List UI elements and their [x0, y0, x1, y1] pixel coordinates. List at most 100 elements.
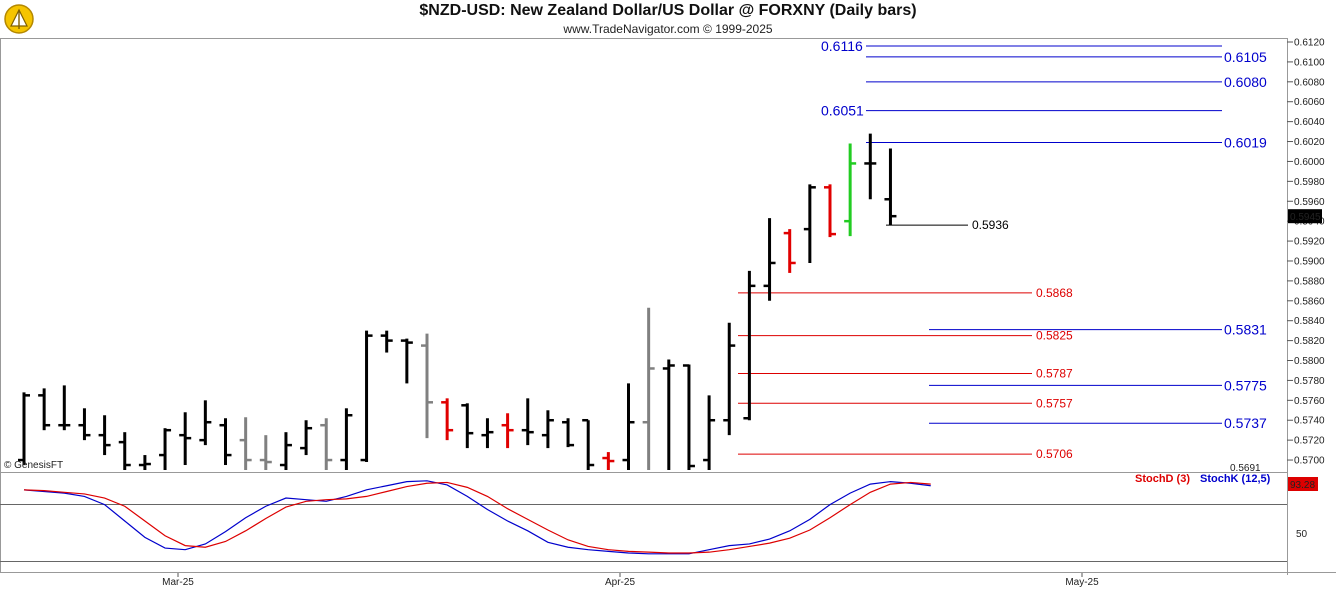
ohlc-bar: [662, 359, 675, 470]
ohlc-bar: [521, 398, 534, 446]
ohlc-bar: [562, 418, 575, 448]
red-level-label: 0.5757: [1036, 396, 1073, 410]
y-tick-label: 0.5720: [1294, 436, 1325, 447]
ohlc-bar: [703, 395, 716, 470]
ohlc-bar: [481, 418, 494, 449]
red-level-label: 0.5787: [1036, 366, 1073, 380]
y-tick-label: 0.5740: [1294, 416, 1325, 427]
ohlc-bar: [622, 383, 635, 470]
stoch-line: [23, 480, 931, 555]
ohlc-bar: [803, 184, 816, 263]
y-tick-label: 0.6120: [1294, 38, 1325, 49]
ohlc-bar: [279, 432, 292, 470]
y-tick-label: 0.5820: [1294, 336, 1325, 347]
price-axis: 0.5700 0.5720 0.5740 0.5760 0.5780 0.5800 0.58…: [1230, 38, 1325, 475]
ohlc-bar: [541, 410, 554, 449]
ohlc-bar: [380, 330, 393, 353]
black-level-label: 0.5936: [972, 218, 1009, 232]
y-tick-label: 0.5920: [1294, 237, 1325, 248]
ohlc-bar: [602, 452, 615, 470]
y-tick-label: 0.5880: [1294, 276, 1325, 287]
ohlc-bar: [642, 307, 655, 470]
ohlc-bar: [259, 435, 272, 470]
ohlc-bar: [58, 385, 71, 431]
y-tick-label: 0.6080: [1294, 77, 1325, 88]
y-tick-label: 0.5980: [1294, 177, 1325, 188]
ohlc-bar: [783, 229, 796, 273]
ohlc-bar: [824, 184, 836, 238]
ohlc-bar: [582, 418, 595, 470]
ohlc-bar: [78, 408, 91, 441]
red-level-label: 0.5868: [1036, 286, 1073, 300]
y-tick-label: 0.5860: [1294, 296, 1325, 307]
ohlc-bar: [743, 270, 756, 421]
ohlc-bar: [18, 392, 30, 466]
blue-level-label: 0.5775: [1224, 377, 1267, 393]
ohlc-bar: [884, 148, 897, 226]
y-tick-label: 0.6060: [1294, 97, 1325, 108]
y-tick-label: 0.5760: [1294, 396, 1325, 407]
legend-stochd: StochD (3): [1135, 473, 1190, 485]
y-tick-label: 0.5900: [1294, 256, 1325, 267]
y-tick-label: 0.6040: [1294, 117, 1325, 128]
stoch-value-label: 93.28: [1290, 480, 1315, 491]
stochastic-panel: 50 StochD (3) StochK (12,5) 93.28: [0, 473, 1318, 562]
ohlc-bar: [844, 143, 857, 237]
red-level-label: 0.5706: [1036, 447, 1073, 461]
chart-subtitle: www.TradeNavigator.com © 1999-2025: [563, 22, 773, 36]
ohlc-bar: [159, 428, 172, 470]
ohlc-bar: [239, 417, 252, 470]
y-tick-label: 0.5780: [1294, 376, 1325, 387]
ohlc-bar: [118, 432, 131, 470]
chart-frame: [0, 38, 1336, 575]
support-resistance-levels: 0.6116 0.6105 0.6080 0.6051 0.6019 0.5831 0.57…: [738, 38, 1267, 461]
ohlc-bar: [421, 333, 433, 439]
ohlc-bar: [340, 408, 353, 470]
blue-level-label: 0.5737: [1224, 415, 1267, 431]
chart-header: $NZD-USD: New Zealand Dollar/US Dollar @…: [0, 0, 1336, 38]
blue-level-label: 0.6051: [821, 103, 864, 119]
navigator-logo-icon: [4, 4, 34, 34]
ohlc-bar: [501, 413, 514, 449]
x-tick-label: Mar-25: [162, 577, 194, 588]
time-axis: Mar-25 Apr-25 May-25: [162, 573, 1099, 588]
blue-level-label: 0.6105: [1224, 49, 1267, 65]
blue-level-label: 0.6080: [1224, 74, 1267, 90]
y-tick-label: 0.5840: [1294, 316, 1325, 327]
ohlc-bar: [320, 418, 333, 470]
ohlc-bar: [199, 400, 212, 446]
ohlc-bar: [179, 412, 192, 466]
ohlc-bar: [360, 330, 373, 463]
last-price-label: 0.5945: [1290, 212, 1321, 223]
stoch-value-badge: [1288, 477, 1318, 491]
y-tick-label: 0.6000: [1294, 157, 1325, 168]
ohlc-bar: [219, 418, 232, 466]
stoch-axis-label: 50: [1296, 529, 1308, 540]
blue-level-label: 0.6116: [821, 38, 863, 54]
legend-stochk: StochK (12,5): [1200, 473, 1271, 485]
blue-level-label: 0.5831: [1224, 322, 1267, 338]
blue-level-label: 0.6019: [1224, 135, 1267, 151]
y-tick-label: 0.5960: [1294, 197, 1325, 208]
ohlc-bar: [461, 403, 474, 449]
watermark: © GenesisFT: [4, 460, 63, 471]
chart-title: $NZD-USD: New Zealand Dollar/US Dollar @…: [419, 2, 917, 19]
ohlc-bar: [400, 338, 413, 384]
y-tick-label: 0.6020: [1294, 137, 1325, 148]
stoch-line: [23, 481, 931, 554]
x-tick-label: Apr-25: [605, 577, 635, 588]
ohlc-bar: [682, 364, 695, 470]
red-level-label: 0.5825: [1036, 329, 1073, 343]
ohlc-bar: [441, 398, 454, 441]
ohlc-bar: [98, 415, 111, 456]
ohlc-bar: [723, 322, 736, 436]
ohlc-bar: [38, 388, 51, 431]
ohlc-bar: [763, 218, 776, 301]
ohlc-bar: [138, 455, 151, 470]
y-tick-label: 0.5700: [1294, 456, 1325, 467]
partial-level-label: 0.5691: [1230, 463, 1261, 474]
x-tick-label: May-25: [1065, 577, 1099, 588]
last-price-badge: [1288, 209, 1322, 224]
price-bars: [18, 133, 897, 470]
